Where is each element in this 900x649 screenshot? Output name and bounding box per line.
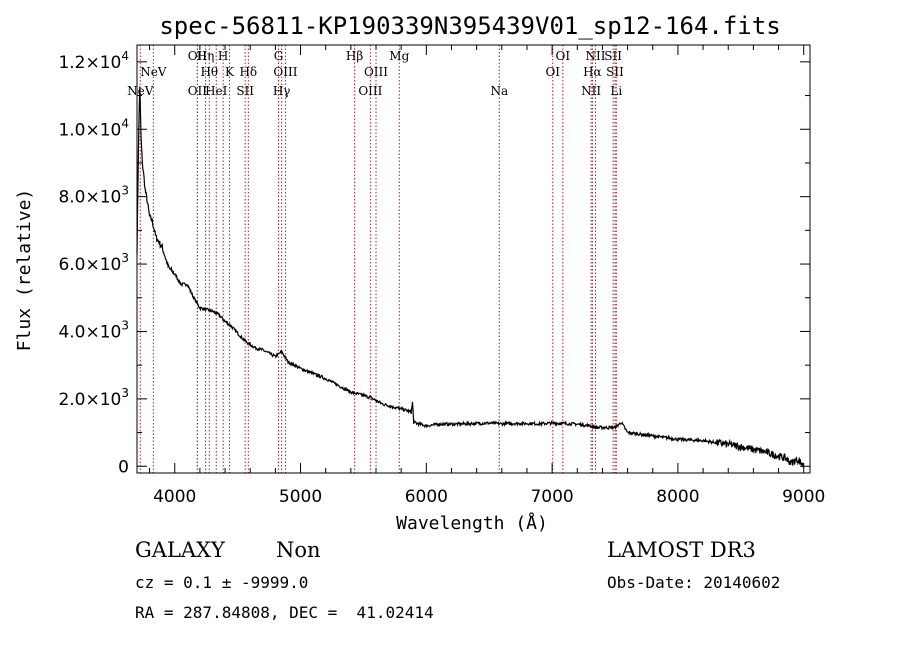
line-marker-label: NII [581,84,601,98]
line-marker-label: NII [586,49,606,63]
axes: 4000 5000 6000 7000 8000 9000 0 2.0×103 4.0×103 6… [58,45,825,507]
line-marker-label: Hη [197,49,215,63]
line-marker-label: Hδ [239,65,257,79]
x-tick-label: 4000 [153,487,196,507]
plot-frame [136,44,811,474]
x-tick-label: 7000 [530,487,573,507]
line-marker-label: SII [606,65,624,79]
y-axis-label: Flux (relative) [14,189,35,352]
y-tick-label: 6.0×103 [58,251,129,275]
line-marker-label: OI [545,65,560,79]
line-marker-label: SII [236,84,254,98]
line-marker-label: Mg [389,49,409,63]
x-tick-label: 8000 [656,487,699,507]
line-marker-label: G [274,49,284,63]
line-marker-label: Na [490,84,508,98]
y-tick-label: 1.0×104 [58,116,129,140]
object-subclass: Non [276,538,321,562]
line-marker-label: Hγ [273,84,291,98]
y-tick-label: 0 [118,457,129,477]
ra-dec-coordinates: RA = 287.84808, DEC = 41.02414 [135,603,434,622]
flux-series-line [136,86,804,468]
chart-title: spec-56811-KP190339N395439V01_sp12-164.f… [159,12,780,40]
y-tick-label: 2.0×103 [58,386,129,410]
line-marker-label: OIII [358,84,382,98]
line-marker-label: OII [188,49,208,63]
x-tick-label: 9000 [782,487,825,507]
x-tick-label: 6000 [405,487,448,507]
observation-date: Obs-Date: 20140602 [607,573,781,592]
y-tick-label: 1.2×104 [58,49,129,73]
redshift-cz: cz = 0.1 ± -9999.0 [135,573,309,592]
y-tick-label: 8.0×103 [58,184,129,208]
line-marker-label: H [218,49,228,63]
line-marker-label: Li [610,84,622,98]
object-class: GALAXY [135,538,225,562]
line-marker-label: SII [604,49,622,63]
line-marker-label: OIII [364,65,388,79]
line-marker-label: OII [188,84,208,98]
x-axis-label: Wavelength (Å) [396,512,548,534]
line-marker-label: Hθ [200,65,218,79]
line-marker-label: Hα [583,65,602,79]
line-markers [139,45,617,473]
line-marker-label: OIII [273,65,297,79]
line-marker-label: K [225,65,235,79]
x-tick-label: 5000 [279,487,322,507]
line-marker-label: OI [556,49,571,63]
line-marker-label: NeV [140,65,167,79]
line-marker-labels: NeVNeVOIIOIIHηHθHeIHKSIIHδGHγOIIIHβOIIIO… [127,49,624,98]
y-tick-label: 4.0×103 [58,318,129,342]
survey-name: LAMOST DR3 [607,538,756,562]
line-marker-label: HeI [205,84,228,98]
line-marker-label: Hβ [346,49,363,63]
